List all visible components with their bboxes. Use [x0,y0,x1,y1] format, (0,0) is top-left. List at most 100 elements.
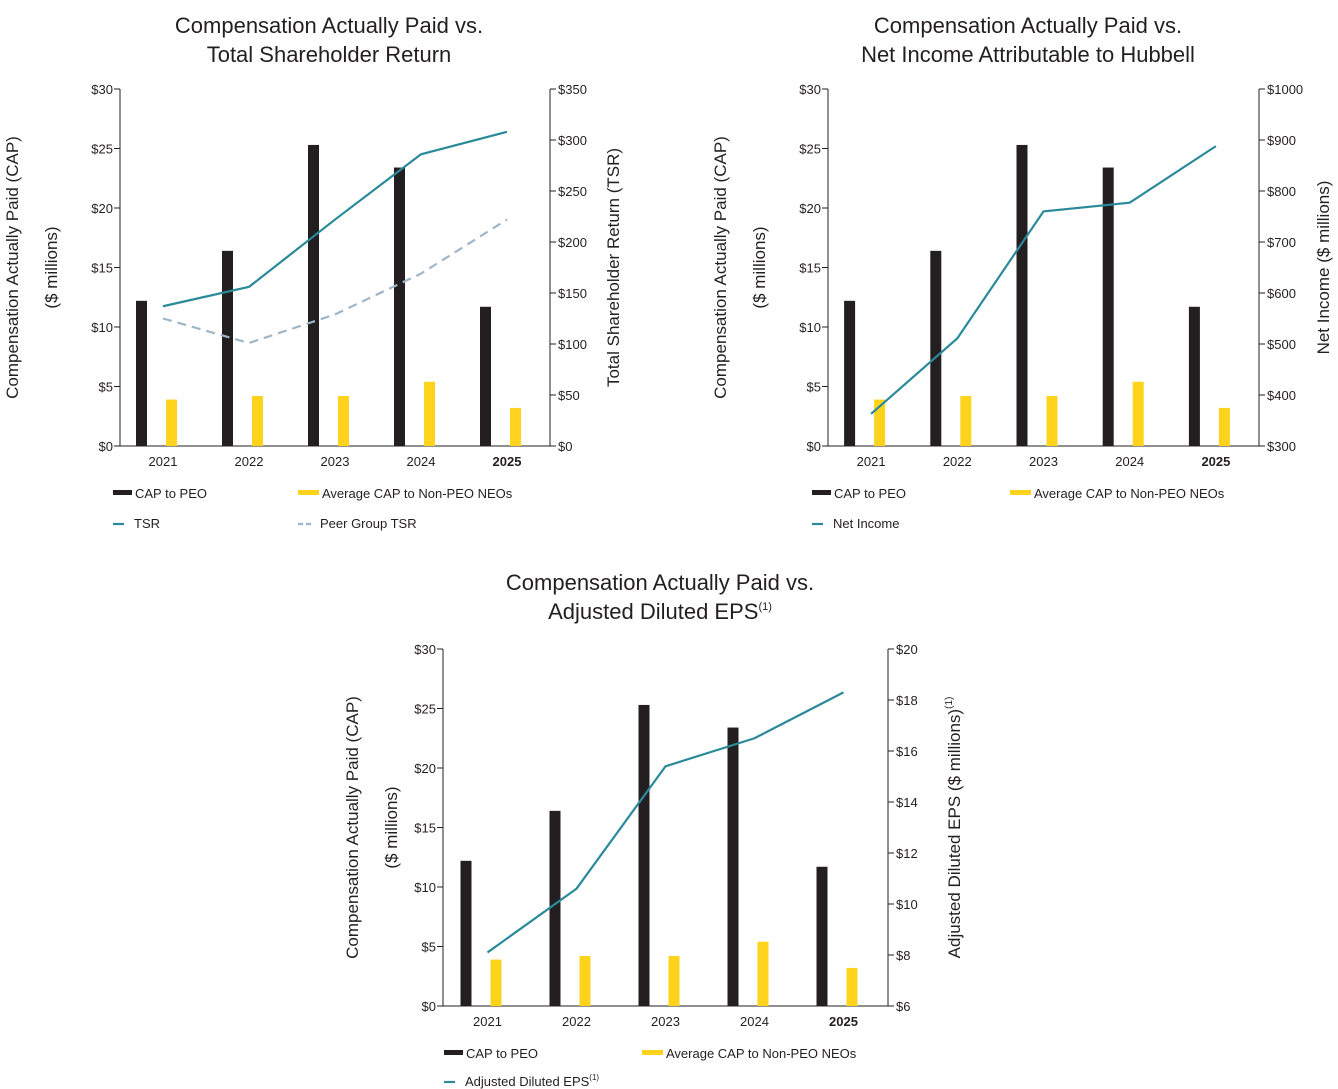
chart-title-line: Compensation Actually Paid vs. [506,570,814,595]
left-tick-label: $0 [422,999,436,1014]
bar-cap-peo [480,306,491,446]
bar-cap-neo [166,399,177,446]
bar-cap-peo [394,167,405,447]
legend-swatch [298,490,319,495]
x-tick-label: 2024 [740,1014,769,1029]
right-tick-label: $6 [896,999,910,1014]
legend-swatch [444,1050,463,1055]
left-tick-label: $0 [807,439,821,454]
peer-tsr-line [162,218,508,345]
bar-cap-peo [638,704,650,1006]
bar-cap-neo [668,956,680,1006]
bar-cap-peo [1102,167,1114,447]
bar-cap-neo [1132,381,1144,446]
chart-title-line: Adjusted Diluted EPS(1) [548,599,772,624]
legend-label: TSR [134,516,160,531]
right-tick-label: $600 [1267,286,1296,301]
left-tick-label: $25 [414,702,436,717]
legend-footnote-marker: (1) [589,1073,599,1082]
x-tick-label: 2022 [235,454,264,469]
left-axis-title-line: Compensation Actually Paid (CAP) [3,136,22,399]
left-tick-label: $25 [799,142,821,157]
bar-cap-peo [930,250,942,446]
right-tick-label: $12 [896,846,918,861]
legend-label: Net Income [833,516,899,531]
legend-label: CAP to PEO [466,1046,538,1061]
right-tick-label: $20 [896,642,918,657]
right-tick-label: $900 [1267,133,1296,148]
legend-label: Average CAP to Non-PEO NEOs [322,486,513,501]
right-tick-label: $1000 [1267,82,1303,97]
bar-cap-peo [816,866,828,1006]
bar-cap-peo [549,810,561,1006]
chart-title-line: Compensation Actually Paid vs. [175,13,483,38]
bar-cap-peo [1188,306,1200,446]
right-tick-label: $350 [558,82,587,97]
bar-cap-peo [1016,144,1028,446]
bar-cap-peo [136,300,147,446]
bar-cap-neo [846,967,858,1006]
left-axis-title-line: Compensation Actually Paid (CAP) [343,696,362,959]
left-axis-title-line: Compensation Actually Paid (CAP) [711,136,730,399]
x-tick-label: 2023 [321,454,350,469]
bar-cap-peo [844,300,856,446]
right-tick-label: $10 [896,897,918,912]
primary-line [870,145,1217,415]
legend-item: CAP to PEO [113,486,207,501]
left-axis-title-line: ($ millions) [750,226,769,308]
bar-cap-neo [424,381,435,446]
x-tick-label: 2022 [562,1014,591,1029]
primary-line [162,130,508,308]
left-tick-label: $10 [799,320,821,335]
legend-item: Average CAP to Non-PEO NEOs [642,1046,857,1061]
right-tick-label: $0 [558,439,572,454]
legend-swatch [1010,490,1031,495]
x-tick-label: 2024 [1115,454,1144,469]
bar-cap-peo [308,144,319,446]
right-tick-label: $300 [1267,439,1296,454]
title-footnote-marker: (1) [758,601,771,613]
legend-item: Peer Group TSR [298,516,417,531]
legend-item: TSR [113,516,160,531]
right-tick-label: $50 [558,388,580,403]
bar-cap-neo [338,396,349,446]
legend-item: Average CAP to Non-PEO NEOs [298,486,513,501]
x-tick-label: 2024 [407,454,436,469]
right-tick-label: $700 [1267,235,1296,250]
legend-label: Peer Group TSR [320,516,417,531]
legend-label: CAP to PEO [135,486,207,501]
right-tick-label: $18 [896,693,918,708]
legend-label: CAP to PEO [834,486,906,501]
right-tick-label: $8 [896,948,910,963]
left-tick-label: $30 [91,82,113,97]
left-tick-label: $10 [91,320,113,335]
x-tick-label: 2021 [857,454,886,469]
bar-cap-neo [252,396,263,446]
left-tick-label: $5 [422,940,436,955]
bar-cap-neo [960,396,972,446]
x-tick-label: 2021 [149,454,178,469]
right-axis-title: Net Income ($ millions) [1314,181,1333,355]
bar-cap-peo [222,250,233,446]
x-tick-label: 2025 [493,454,522,469]
chart-title-line: Net Income Attributable to Hubbell [861,42,1195,67]
right-tick-label: $500 [1267,337,1296,352]
chart-title-line: Compensation Actually Paid vs. [874,13,1182,38]
legend-swatch [642,1050,663,1055]
chart-2: Compensation Actually Paid vs. Net Income… [711,13,1333,531]
bar-cap-peo [460,860,472,1006]
left-tick-label: $20 [414,761,436,776]
right-tick-label: $400 [1267,388,1296,403]
legend-label: Average CAP to Non-PEO NEOs [666,1046,857,1061]
x-tick-label: 2021 [473,1014,502,1029]
x-tick-label: 2025 [1201,454,1230,469]
x-tick-label: 2025 [829,1014,858,1029]
legend-item: CAP to PEO [444,1046,538,1061]
bar-cap-peo [727,727,739,1006]
right-tick-label: $150 [558,286,587,301]
left-axis-title-line: ($ millions) [42,226,61,308]
x-tick-label: 2023 [1029,454,1058,469]
right-tick-label: $100 [558,337,587,352]
left-tick-label: $10 [414,880,436,895]
bar-cap-neo [757,941,769,1006]
